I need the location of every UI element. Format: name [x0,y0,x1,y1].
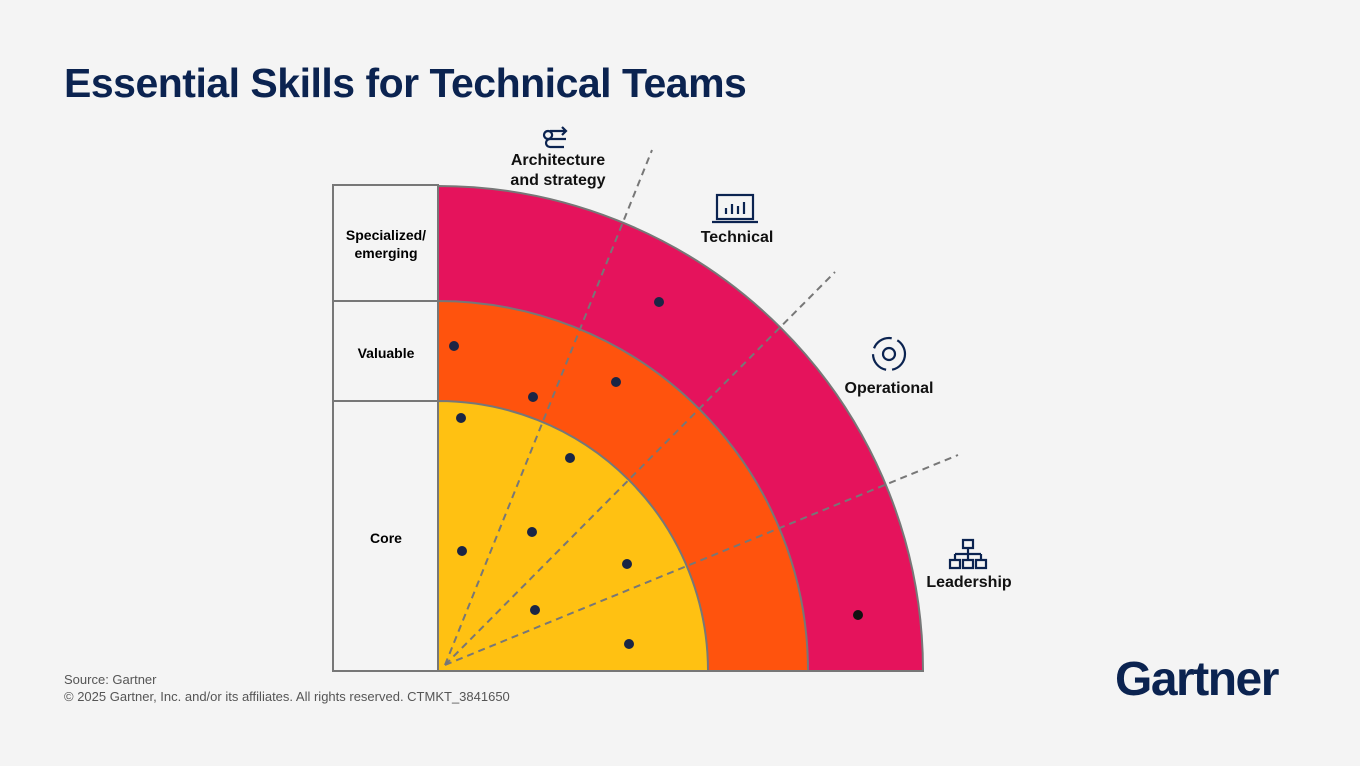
dot [527,527,537,537]
category-label: Architecture and strategy [498,151,618,191]
cell [332,400,439,672]
dots [449,297,863,649]
icon-leadership [948,538,988,570]
category-label: Technical [677,228,797,248]
dividers [444,149,959,666]
icon-architecture [542,126,568,149]
level-label: Specialized/emerging [334,226,438,262]
divider [444,149,653,666]
line: Valuable [357,345,415,361]
divider [444,271,836,666]
source: Source: Gartner [64,672,157,687]
dot [528,392,538,402]
line: Operational [844,380,934,397]
title: Essential Skills for Technical Teams [64,60,747,106]
category-label: Operational [829,379,949,399]
dot [565,453,575,463]
icon-operational [871,336,907,372]
dot [611,377,621,387]
line: emerging [354,245,418,261]
dot [622,559,632,569]
line: Leadership [926,574,1012,591]
line: Technical [700,229,774,246]
cell [332,300,439,402]
line: Architecture [510,152,606,169]
icon-technical [715,193,755,221]
copyright: © 2025 Gartner, Inc. and/or its affiliat… [64,689,510,704]
dot [624,639,634,649]
dot [457,546,467,556]
icons [542,126,988,570]
line: Specialized/ [345,227,427,243]
level-label: Valuable [334,344,438,362]
icon-operational-gear [881,346,897,362]
dot [530,605,540,615]
icon-technical-bars [712,202,758,224]
cell [332,184,439,302]
line: Core [370,530,402,546]
dot [449,341,459,351]
level-label: Core [334,529,438,547]
dot [456,413,466,423]
category-label: Leadership [909,573,1029,593]
dot [654,297,664,307]
level-table [332,184,439,672]
logo: Gartner [1115,653,1279,706]
divider [444,454,959,666]
dot [853,610,863,620]
line: and strategy [510,172,606,189]
